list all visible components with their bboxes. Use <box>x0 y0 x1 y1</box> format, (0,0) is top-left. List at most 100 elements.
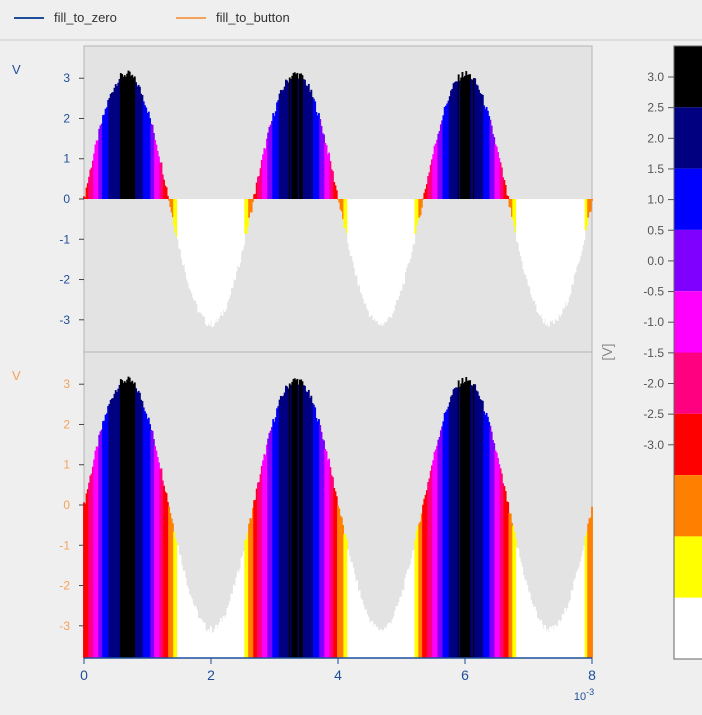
data-bar <box>324 143 327 199</box>
data-bar <box>475 390 478 658</box>
data-bar <box>107 406 110 658</box>
data-bar <box>457 74 460 199</box>
data-bar <box>284 79 287 199</box>
data-bar <box>117 388 120 658</box>
data-bar <box>483 411 485 658</box>
data-bar <box>559 622 562 658</box>
data-bar <box>458 80 461 199</box>
x-scale-exponent: -3 <box>586 687 594 697</box>
y-tick-label: 0 <box>63 498 70 512</box>
y-tick-label: 1 <box>63 152 70 166</box>
data-bar <box>264 455 267 658</box>
data-bar <box>127 376 130 658</box>
data-bar <box>460 383 463 658</box>
data-bar <box>382 629 385 658</box>
data-bar <box>295 380 298 658</box>
data-bar <box>530 600 532 658</box>
data-bar <box>526 199 529 280</box>
data-bar <box>150 123 153 199</box>
data-bar <box>375 627 378 658</box>
data-bar <box>504 491 507 658</box>
data-bar <box>248 199 251 218</box>
data-bar <box>385 628 388 658</box>
data-bar <box>361 199 364 294</box>
data-bar <box>91 160 94 199</box>
data-bar <box>564 199 567 302</box>
data-bar <box>267 438 270 658</box>
data-bar <box>229 601 231 658</box>
data-bar <box>116 391 118 658</box>
data-bar <box>262 460 265 658</box>
data-bar <box>131 380 134 658</box>
data-bar <box>159 162 162 199</box>
data-bar <box>507 196 510 199</box>
data-bar <box>507 502 510 658</box>
data-bar <box>446 103 449 199</box>
data-bar <box>344 199 347 229</box>
data-bar <box>479 93 482 199</box>
data-bar <box>513 199 516 226</box>
data-bar <box>100 123 103 199</box>
data-bar <box>253 500 256 658</box>
data-bar <box>218 621 221 658</box>
data-bar <box>227 199 230 299</box>
data-bar <box>109 399 112 658</box>
data-bar <box>472 78 475 199</box>
data-bar <box>452 389 455 658</box>
data-bar <box>279 89 282 199</box>
data-bar <box>556 199 559 321</box>
data-bar <box>425 490 428 658</box>
data-bar <box>174 538 177 658</box>
data-bar <box>207 629 210 658</box>
data-bar <box>178 554 181 658</box>
colorbar-band <box>674 413 702 476</box>
data-bar <box>401 589 404 658</box>
data-bar <box>264 149 267 199</box>
data-bar <box>235 199 238 272</box>
data-bar <box>105 413 108 658</box>
data-bar <box>251 508 254 658</box>
data-bar <box>130 382 132 658</box>
data-bar <box>555 625 558 658</box>
data-bar <box>138 86 141 199</box>
data-bar <box>213 628 216 658</box>
data-bar <box>446 409 449 658</box>
data-bar <box>171 199 174 218</box>
data-bar <box>550 199 553 322</box>
y-tick-label: -2 <box>59 579 70 593</box>
data-bar <box>166 501 169 658</box>
data-bar <box>302 385 305 658</box>
data-bar <box>86 489 89 658</box>
data-bar <box>470 385 473 658</box>
data-bar <box>283 86 286 199</box>
data-bar <box>338 508 341 658</box>
data-bar <box>234 586 237 658</box>
data-bar <box>516 547 519 658</box>
data-bar <box>584 536 587 658</box>
data-bar <box>286 80 289 199</box>
data-bar <box>478 89 480 199</box>
data-bar <box>156 456 159 658</box>
data-bar <box>321 439 324 658</box>
data-bar <box>422 198 425 200</box>
data-bar <box>212 632 215 658</box>
data-bar <box>320 431 323 658</box>
data-bar <box>395 606 398 658</box>
data-bar <box>542 629 545 658</box>
data-bar <box>497 152 499 199</box>
data-bar <box>164 185 167 199</box>
data-bar <box>140 399 143 658</box>
data-bar <box>415 531 418 658</box>
data-bar <box>179 199 182 250</box>
data-bar <box>573 199 576 275</box>
data-bar <box>194 606 197 658</box>
data-bar <box>432 154 435 199</box>
data-bar <box>338 199 341 203</box>
y-tick-label: -1 <box>59 538 70 552</box>
data-bar <box>147 417 150 658</box>
data-bar <box>469 380 472 658</box>
data-bar <box>323 440 325 658</box>
data-bar <box>371 620 374 658</box>
data-bar <box>408 199 411 263</box>
data-bar <box>83 196 85 199</box>
